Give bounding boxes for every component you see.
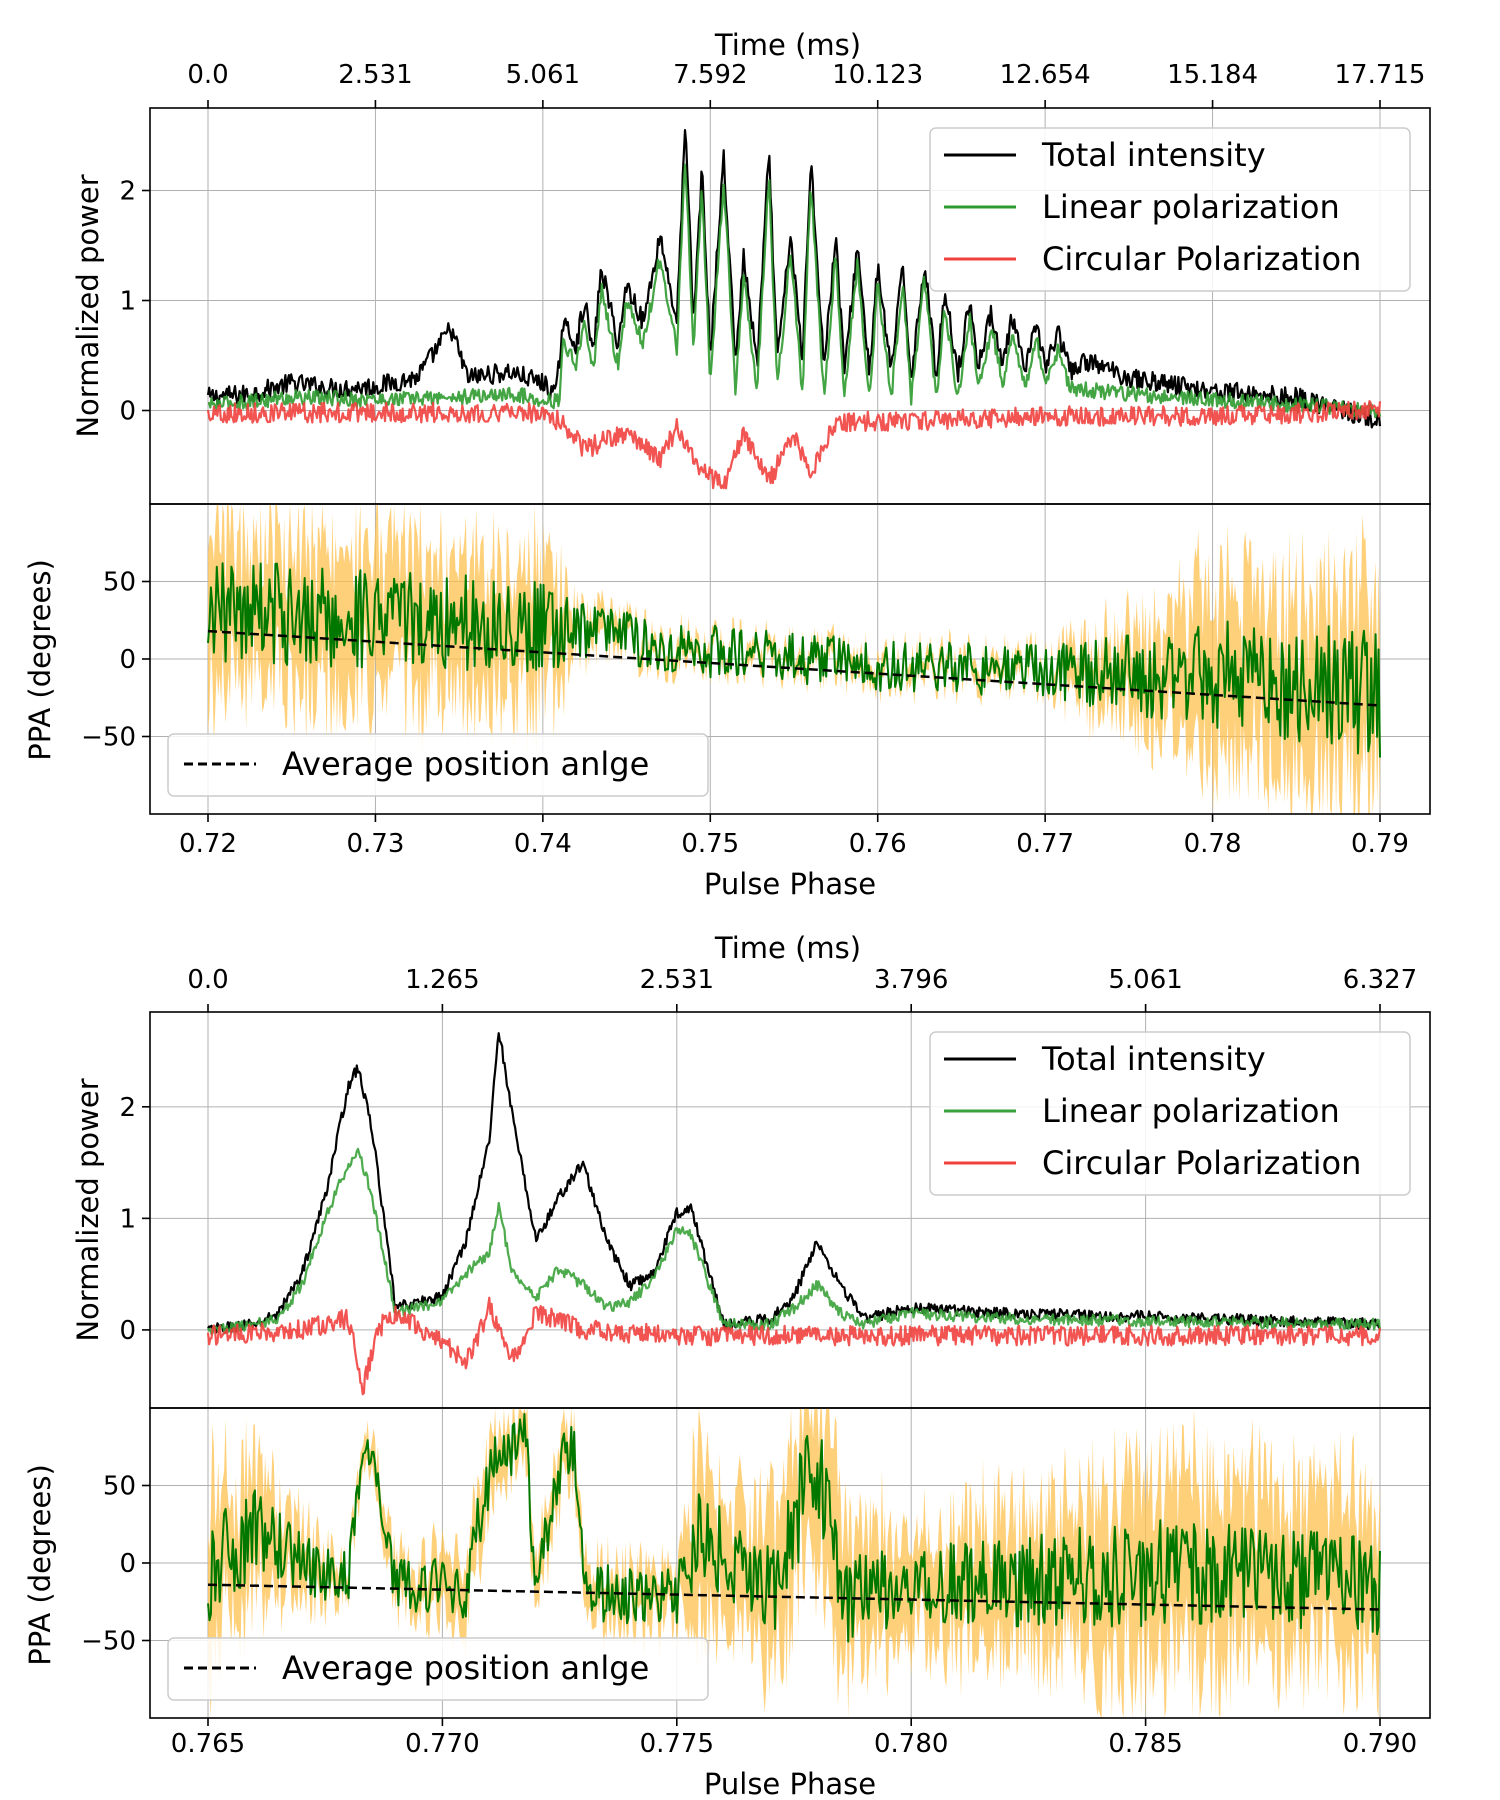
ppa-series-line: [207, 1413, 1381, 1643]
top-time-ticks: 0.0 2.531 5.061 7.592 10.123 12.654 15.184 17.7…: [187, 60, 1425, 108]
intensity-ylabel: Normalized power: [71, 1078, 105, 1341]
figure-bottom: Time (ms) 0.0 1.265 2.531 3.796 5.061 6.327 0…: [23, 931, 1431, 1800]
top-tick-label: 2.531: [338, 60, 412, 90]
y-tick-label: −50: [81, 723, 136, 753]
top-time-axis-title: Time (ms): [714, 931, 861, 965]
y-tick-label: 2: [119, 177, 136, 207]
y-tick-label: 0: [119, 1549, 136, 1579]
ppa-xlabel: Pulse Phase: [704, 1767, 876, 1800]
x-tick-label: 0.77: [1016, 829, 1074, 859]
top-tick-label: 2.531: [640, 965, 714, 995]
legend-box: [167, 1637, 709, 1701]
top-tick-label: 3.796: [874, 965, 948, 995]
intensity-legend: Total intensity Linear polarization Circ…: [929, 1031, 1411, 1196]
legend-label-average: Average position anlge: [282, 1649, 649, 1687]
top-tick-label: 7.592: [673, 60, 747, 90]
intensity-panel-bottom: 0 1 2 Normalized power Total intensity Lin…: [71, 1011, 1431, 1409]
top-tick-label: 0.0: [187, 965, 228, 995]
x-tick-label: 0.78: [1184, 829, 1242, 859]
legend-label-average: Average position anlge: [282, 745, 649, 783]
legend-box: [929, 127, 1411, 292]
x-tick-label: 0.72: [179, 829, 237, 859]
x-tick-label: 0.74: [514, 829, 572, 859]
top-tick-label: 6.327: [1343, 965, 1417, 995]
intensity-legend: Total intensity Linear polarization Circ…: [929, 127, 1411, 292]
legend-label-total: Total intensity: [1041, 1040, 1266, 1078]
top-time-axis-title: Time (ms): [714, 28, 861, 62]
top-tick-label: 0.0: [187, 60, 228, 90]
y-tick-label: 1: [119, 1204, 136, 1234]
y-tick-label: −50: [81, 1627, 136, 1657]
top-tick-label: 10.123: [832, 60, 923, 90]
y-tick-label: 0: [119, 397, 136, 427]
x-tick-label: 0.73: [346, 829, 404, 859]
x-tick-label: 0.765: [171, 1729, 245, 1759]
x-tick-label: 0.75: [681, 829, 739, 859]
series-line-total-intensity: [206, 129, 1382, 429]
figure-top: Time (ms) 0.0 2.531 5.061 7.592 10.123 12.654…: [23, 28, 1431, 901]
top-tick-label: 5.061: [506, 60, 580, 90]
legend-label-total: Total intensity: [1041, 136, 1266, 174]
ppa-panel-bottom: −50 0 50 0.765 0.770 0.775 0.780 0.785 0.790 PP…: [23, 1407, 1431, 1800]
x-tick-label: 0.785: [1108, 1729, 1182, 1759]
series-line-linear-polarization: [207, 1147, 1382, 1336]
y-tick-label: 2: [119, 1093, 136, 1123]
top-tick-label: 5.061: [1108, 965, 1182, 995]
legend-label-circular: Circular Polarization: [1042, 1144, 1361, 1182]
series-line-linear-polarization: [208, 163, 1382, 419]
ppa-series-line: [207, 562, 1381, 758]
x-tick-label: 0.770: [405, 1729, 479, 1759]
y-tick-label: 0: [119, 1316, 136, 1346]
x-tick-label: 0.79: [1351, 829, 1409, 859]
x-tick-label: 0.790: [1343, 1729, 1417, 1759]
legend-label-linear: Linear polarization: [1042, 1092, 1340, 1130]
y-tick-label: 50: [103, 568, 136, 598]
y-tick-label: 1: [119, 287, 136, 317]
ppa-ylabel: PPA (degrees): [23, 559, 57, 761]
y-tick-label: 50: [103, 1472, 136, 1502]
top-tick-label: 17.715: [1335, 60, 1426, 90]
series-line-circular-polarization: [206, 400, 1382, 490]
ppa-legend: Average position anlge: [167, 1637, 709, 1701]
top-tick-label: 12.654: [1000, 60, 1091, 90]
x-tick-label: 0.775: [640, 1729, 714, 1759]
x-tick-label: 0.780: [874, 1729, 948, 1759]
ppa-error-band: [208, 1408, 1380, 1718]
y-tick-label: 0: [119, 645, 136, 675]
series-line-circular-polarization: [206, 1296, 1382, 1396]
legend-label-linear: Linear polarization: [1042, 188, 1340, 226]
legend-box: [929, 1031, 1411, 1196]
intensity-ylabel: Normalized power: [71, 174, 105, 437]
top-time-ticks: 0.0 1.265 2.531 3.796 5.061 6.327: [187, 965, 1417, 1012]
top-tick-label: 15.184: [1167, 60, 1258, 90]
x-tick-label: 0.76: [849, 829, 907, 859]
ppa-xlabel: Pulse Phase: [704, 867, 876, 901]
ppa-ylabel: PPA (degrees): [23, 1464, 57, 1666]
top-tick-label: 1.265: [405, 965, 479, 995]
legend-box: [167, 733, 709, 797]
ppa-legend: Average position anlge: [167, 733, 709, 797]
legend-label-circular: Circular Polarization: [1042, 240, 1361, 278]
intensity-panel-top: 0 1 2 Normalized power Total intensity Lin…: [71, 107, 1431, 505]
